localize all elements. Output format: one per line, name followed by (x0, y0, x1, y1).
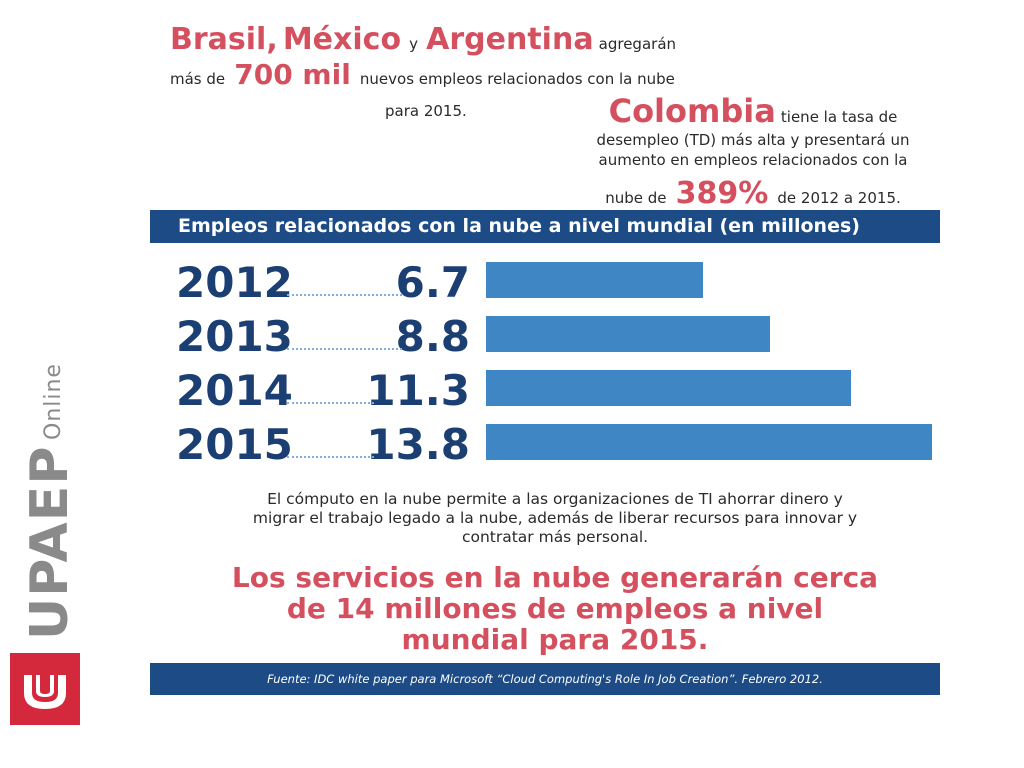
colombia-text-3: aumento en empleos relacionados con la (598, 151, 908, 169)
chart-title: Empleos relacionados con la nube a nivel… (150, 210, 940, 243)
logo-online-text: Online (41, 363, 66, 440)
value-label-2015: 13.8 (366, 420, 470, 469)
category-label-2012: 2012 (176, 258, 293, 307)
colombia-text-4b: de 2012 a 2015. (777, 189, 901, 207)
bar-2015 (486, 424, 932, 460)
colombia-text-1: tiene la tasa de (780, 108, 898, 126)
headline: Los servicios en la nube generarán cerca… (231, 561, 879, 656)
value-label-2013: 8.8 (395, 312, 470, 361)
category-label-2014: 2014 (176, 366, 293, 415)
value-label-2012: 6.7 (395, 258, 470, 307)
intro-mas-de: más de (170, 70, 226, 88)
leader-dots-2012 (287, 290, 402, 296)
leader-dots-2014 (287, 398, 374, 404)
logo-mark-icon (10, 653, 80, 725)
intro-conjunction: y (409, 35, 419, 53)
colombia-name: Colombia (608, 92, 776, 130)
bar-2014 (486, 370, 851, 406)
intro-amount: 700 mil (234, 58, 351, 91)
bar-2012 (486, 262, 703, 298)
country-brasil: Brasil, (170, 22, 278, 57)
intro-line-2: más de 700 mil nuevos empleos relacionad… (170, 58, 675, 91)
value-label-2014: 11.3 (366, 366, 470, 415)
colombia-text-4a: nube de (605, 189, 667, 207)
country-argentina: Argentina (426, 22, 594, 57)
leader-dots-2013 (287, 344, 402, 350)
category-label-2015: 2015 (176, 420, 293, 469)
source-note: Fuente: IDC white paper para Microsoft “… (150, 663, 940, 695)
colombia-pct: 389% (675, 176, 769, 211)
bar-2013 (486, 316, 770, 352)
category-label-2013: 2013 (176, 312, 293, 361)
intro-verb: agregarán (598, 35, 677, 53)
colombia-text-2: desempleo (TD) más alta y presentará un (596, 131, 910, 149)
intro-line-1: Brasil, México y Argentina agregarán (170, 22, 710, 62)
logo-brand-text: UPAEP (20, 445, 80, 640)
intro-rest: nuevos empleos relacionados con la nube (359, 70, 675, 88)
country-mexico: México (282, 22, 402, 57)
intro-block: Brasil, México y Argentina agregarán más… (170, 22, 710, 120)
intro-year: para 2015. (385, 102, 467, 120)
colombia-block: Colombia tiene la tasa de desempleo (TD)… (588, 92, 918, 211)
description: El cómputo en la nube permite a las orga… (252, 490, 858, 546)
leader-dots-2015 (287, 452, 374, 458)
